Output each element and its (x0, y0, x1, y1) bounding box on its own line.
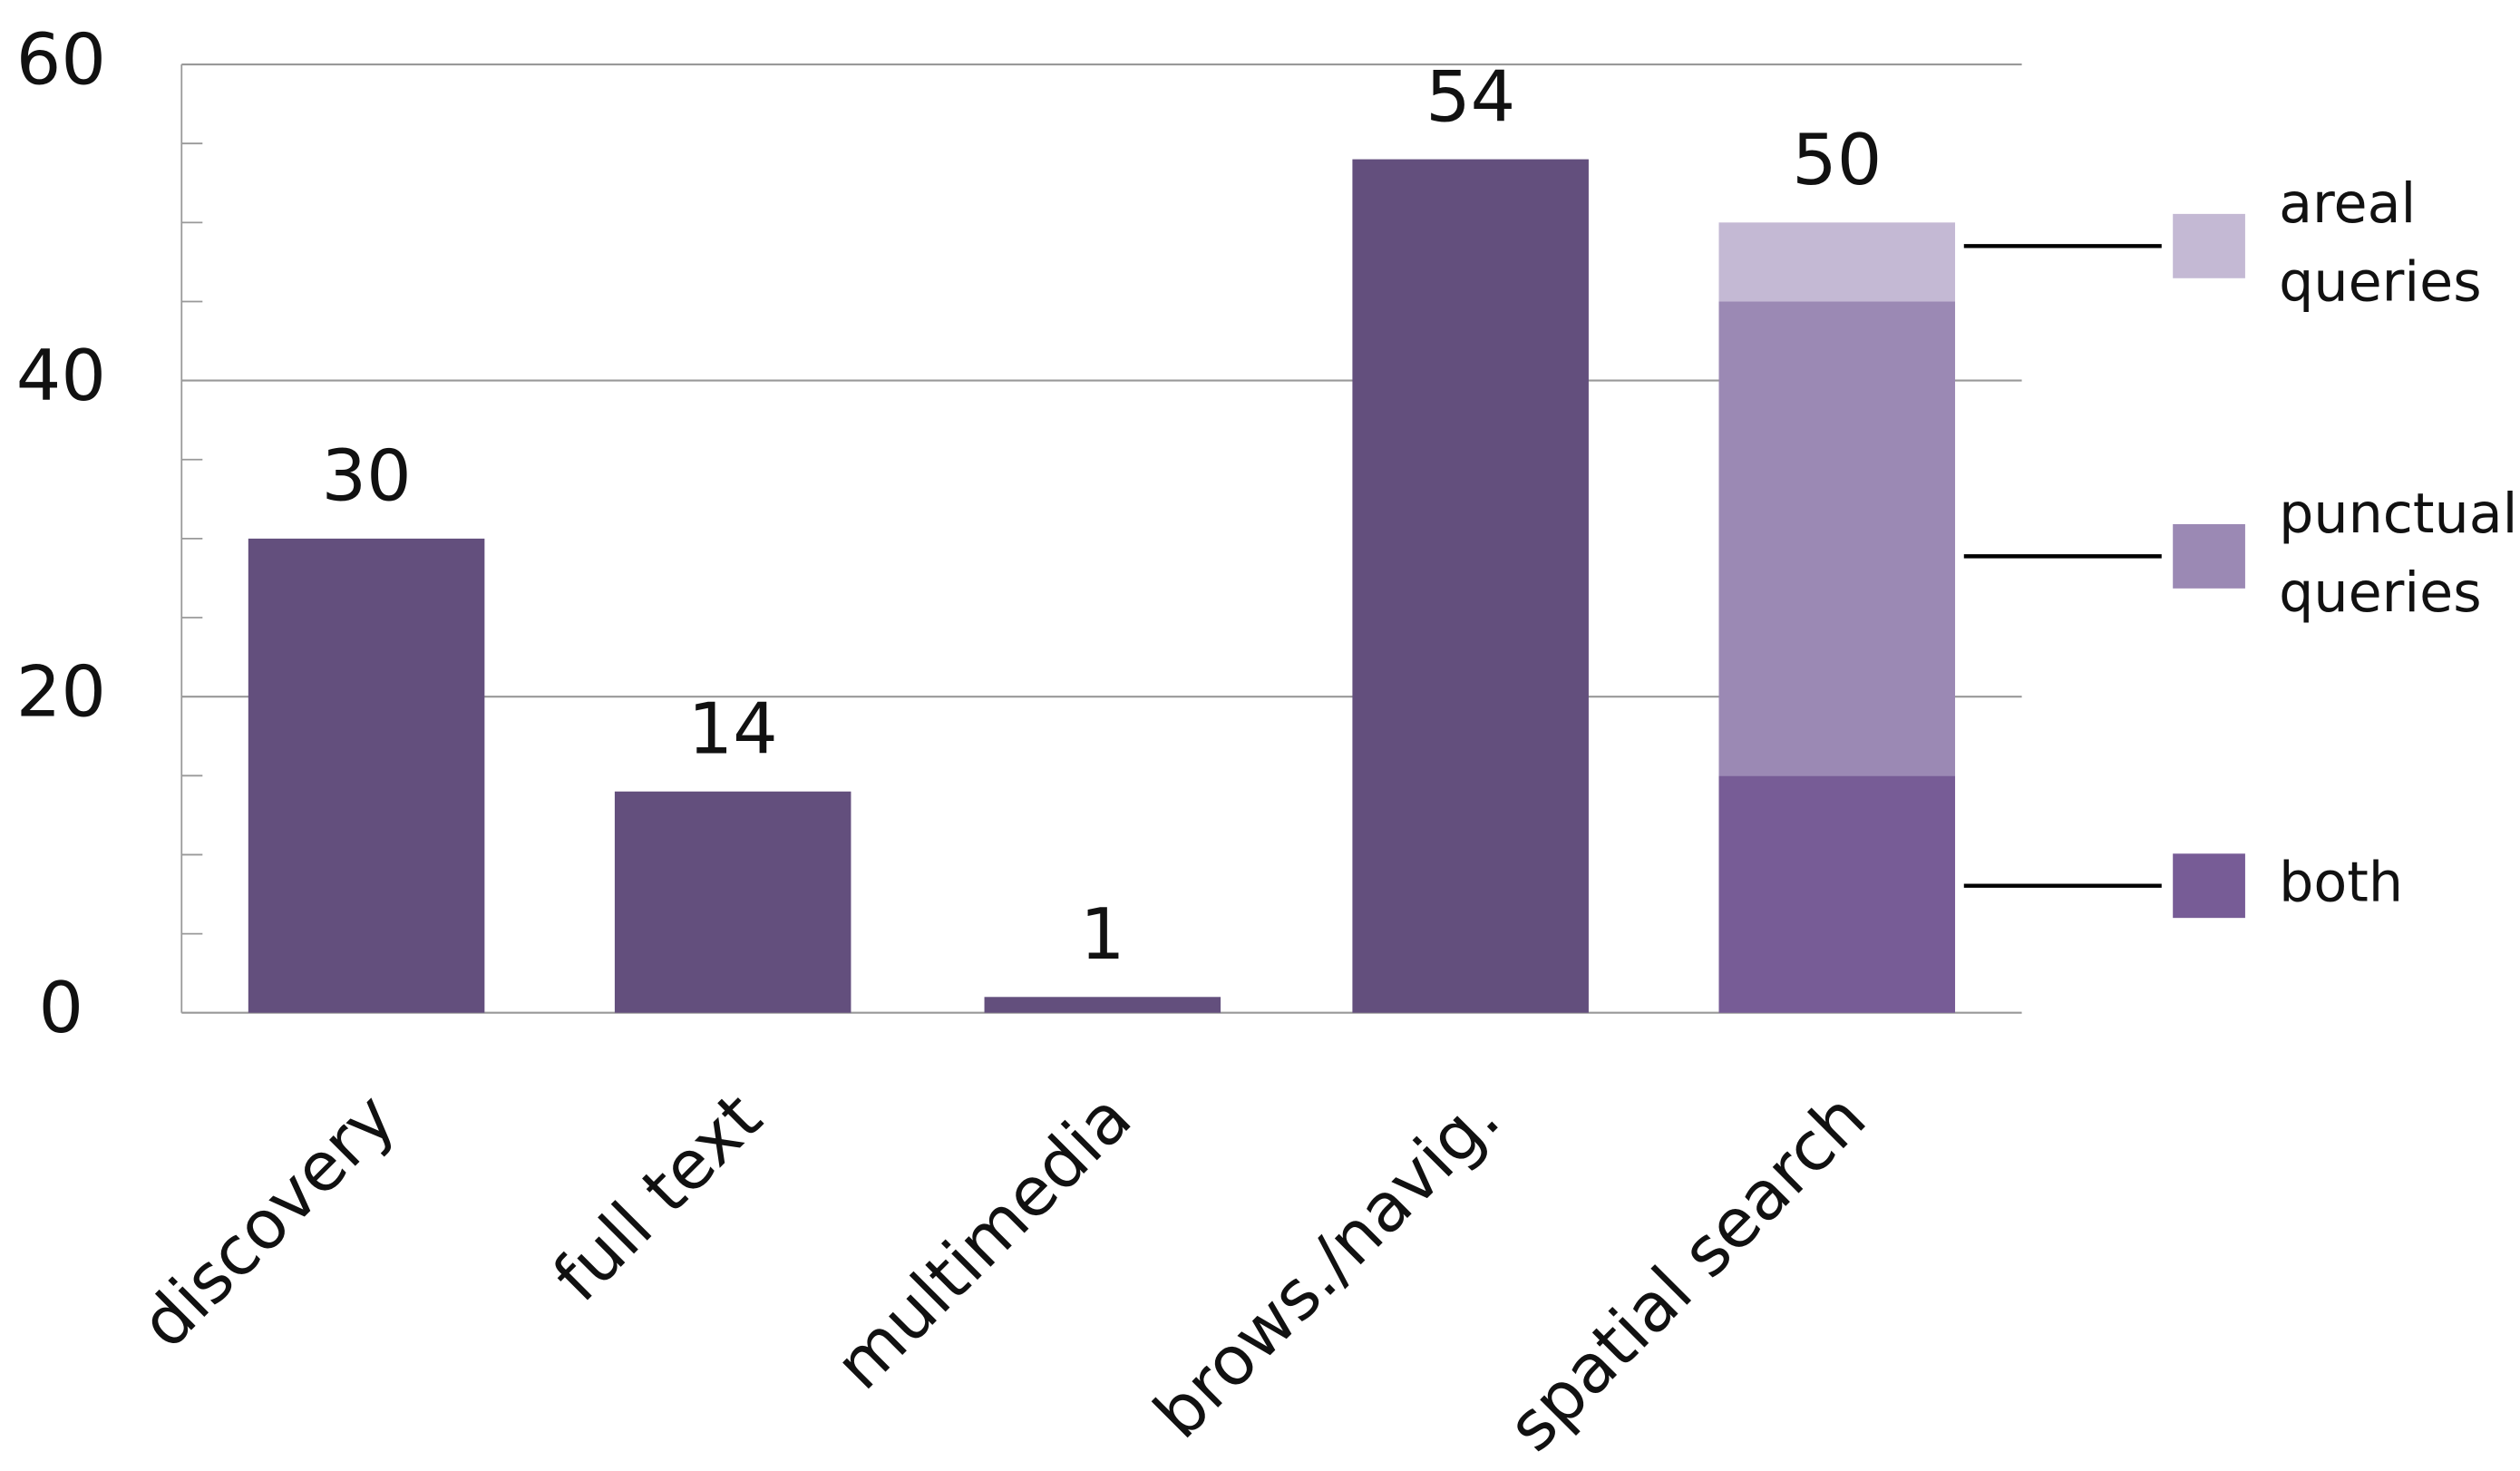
value-label: 50 (1792, 120, 1882, 201)
bar-segment (1718, 775, 1956, 1013)
bar-segment (1718, 301, 1956, 776)
value-label: 30 (321, 436, 411, 518)
bar (1352, 159, 1589, 1013)
legend-swatch (2173, 853, 2245, 919)
value-label: 14 (688, 688, 778, 770)
x-tick-label: full text (538, 1078, 776, 1317)
x-tick-label: brows./navig. (1139, 1078, 1514, 1454)
x-tick-label: multimedia (820, 1078, 1146, 1405)
legend-label: punctual queries (2279, 482, 2517, 625)
y-tick-label: 60 (16, 20, 106, 102)
value-label: 54 (1425, 56, 1515, 138)
bar-segment (1718, 222, 1956, 302)
bar (614, 791, 851, 1013)
legend-swatch (2173, 213, 2245, 278)
value-label: 1 (1080, 894, 1125, 976)
y-tick-label: 40 (16, 336, 106, 417)
bar (984, 997, 1221, 1013)
y-tick-label: 0 (39, 968, 84, 1049)
bar (248, 538, 485, 1013)
legend-swatch (2173, 523, 2245, 589)
x-tick-label: discovery (125, 1078, 410, 1363)
legend-label: both (2279, 851, 2403, 914)
legend-label: areal queries (2279, 172, 2481, 315)
y-tick-label: 20 (16, 652, 106, 734)
x-tick-label: spatial search (1493, 1078, 1881, 1466)
